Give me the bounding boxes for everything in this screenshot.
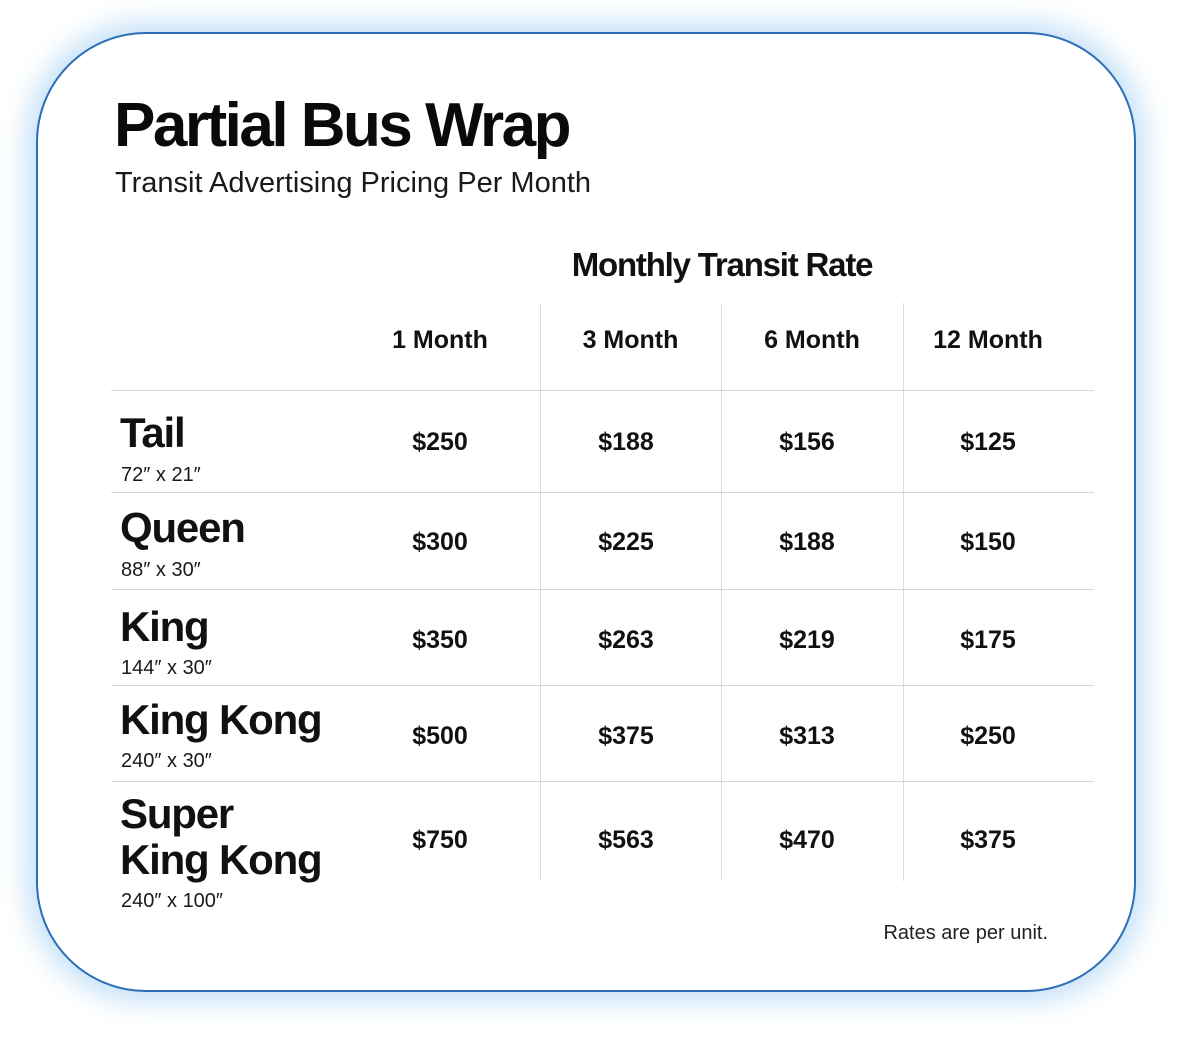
size-dimensions-tail: 72″ x 21″ xyxy=(121,464,201,486)
column-divider xyxy=(721,303,722,881)
column-divider xyxy=(540,303,541,881)
row-divider xyxy=(111,685,1094,686)
price-queen-3-month: $225 xyxy=(598,528,654,556)
price-super-king-kong-12-month: $375 xyxy=(960,826,1016,854)
column-header-6-month: 6 Month xyxy=(764,326,860,354)
price-tail-6-month: $156 xyxy=(779,428,835,456)
price-queen-12-month: $150 xyxy=(960,528,1016,556)
size-name-king: King xyxy=(120,603,210,650)
price-tail-3-month: $188 xyxy=(598,428,654,456)
price-king-1-month: $350 xyxy=(412,626,468,654)
price-super-king-kong-3-month: $563 xyxy=(598,826,654,854)
size-name-queen: Queen xyxy=(120,504,246,551)
price-tail-1-month: $250 xyxy=(412,428,468,456)
price-king-kong-6-month: $313 xyxy=(779,722,835,750)
row-divider xyxy=(111,589,1094,590)
column-header-1-month: 1 Month xyxy=(392,326,488,354)
size-dimensions-king-kong: 240″ x 30″ xyxy=(121,750,212,772)
size-dimensions-super-king-kong: 240″ x 100″ xyxy=(121,890,224,912)
price-super-king-kong-6-month: $470 xyxy=(779,826,835,854)
column-header-12-month: 12 Month xyxy=(933,326,1043,354)
page-subtitle: Transit Advertising Pricing Per Month xyxy=(115,167,592,199)
rates-footnote: Rates are per unit. xyxy=(883,922,1048,944)
price-tail-12-month: $125 xyxy=(960,428,1016,456)
price-super-king-kong-1-month: $750 xyxy=(412,826,468,854)
price-queen-6-month: $188 xyxy=(779,528,835,556)
row-divider xyxy=(111,781,1094,782)
page-title: Partial Bus Wrap xyxy=(114,91,572,160)
price-queen-1-month: $300 xyxy=(412,528,468,556)
column-divider xyxy=(903,303,904,881)
price-king-kong-3-month: $375 xyxy=(598,722,654,750)
price-king-12-month: $175 xyxy=(960,626,1016,654)
size-dimensions-queen: 88″ x 30″ xyxy=(121,559,201,581)
price-king-6-month: $219 xyxy=(779,626,835,654)
size-name-tail: Tail xyxy=(120,409,186,456)
size-name-super-king-kong-line-1: Super xyxy=(120,790,234,837)
price-king-kong-12-month: $250 xyxy=(960,722,1016,750)
row-divider xyxy=(111,390,1094,391)
price-king-kong-1-month: $500 xyxy=(412,722,468,750)
column-header-3-month: 3 Month xyxy=(582,326,679,354)
size-name-super-king-kong-line-2: King Kong xyxy=(120,836,323,883)
pricing-card xyxy=(36,32,1136,992)
price-king-3-month: $263 xyxy=(598,626,654,654)
rate-group-header: Monthly Transit Rate xyxy=(571,246,874,283)
size-name-king-kong: King Kong xyxy=(120,696,323,743)
row-divider xyxy=(111,492,1094,493)
size-dimensions-king: 144″ x 30″ xyxy=(121,657,212,679)
